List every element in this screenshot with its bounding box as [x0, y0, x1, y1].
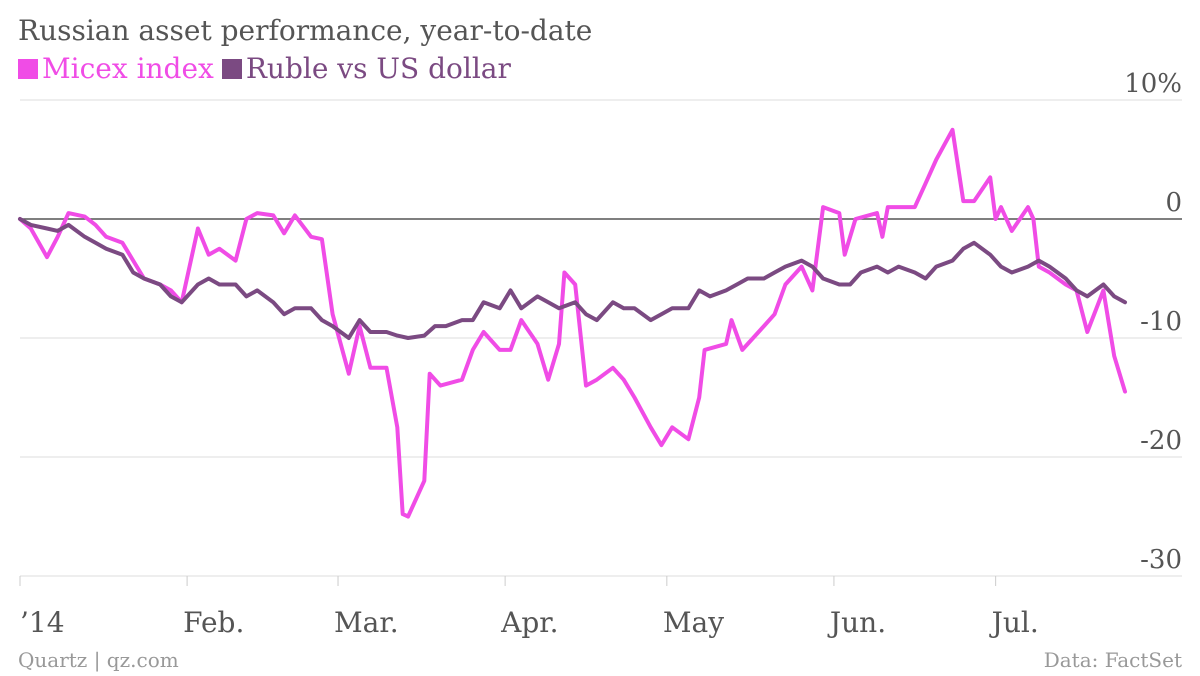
footer-credit: Quartz | qz.com — [18, 648, 179, 672]
y-tick-label: -20 — [1140, 426, 1182, 456]
chart-legend: Micex index Ruble vs US dollar — [18, 52, 519, 85]
x-axis: ’14 Feb. Mar. Apr. May Jun. Jul. — [19, 576, 1039, 639]
x-tick-label: Jun. — [827, 606, 886, 639]
series-lines — [18, 127, 1127, 519]
x-tick-label: May — [663, 606, 724, 639]
y-axis-labels: 10% 0 -10 -20 -30 — [1124, 69, 1182, 575]
legend-item-ruble: Ruble vs US dollar — [221, 52, 511, 85]
legend-item-micex: Micex index — [18, 52, 214, 85]
legend-swatch-ruble — [221, 59, 242, 79]
grid-lines — [20, 99, 1182, 577]
y-tick-label: -10 — [1140, 307, 1182, 337]
y-tick-label: -30 — [1140, 545, 1182, 575]
x-tick-label: Mar. — [334, 606, 399, 639]
series-line-micex — [18, 127, 1127, 519]
legend-label-micex: Micex index — [42, 52, 214, 85]
legend-swatch-micex — [18, 59, 38, 79]
y-tick-label: 0 — [1165, 188, 1182, 218]
x-tick-label: Apr. — [500, 606, 558, 639]
legend-label-ruble: Ruble vs US dollar — [245, 52, 511, 85]
x-tick-label: Jul. — [989, 606, 1039, 639]
x-tick-label: ’14 — [20, 606, 65, 639]
y-tick-label: 10% — [1124, 69, 1182, 99]
x-tick-label: Feb. — [183, 606, 244, 639]
series-line-ruble — [18, 217, 1127, 340]
chart-title: Russian asset performance, year-to-date — [18, 14, 593, 47]
footer-source: Data: FactSet — [1043, 648, 1182, 672]
